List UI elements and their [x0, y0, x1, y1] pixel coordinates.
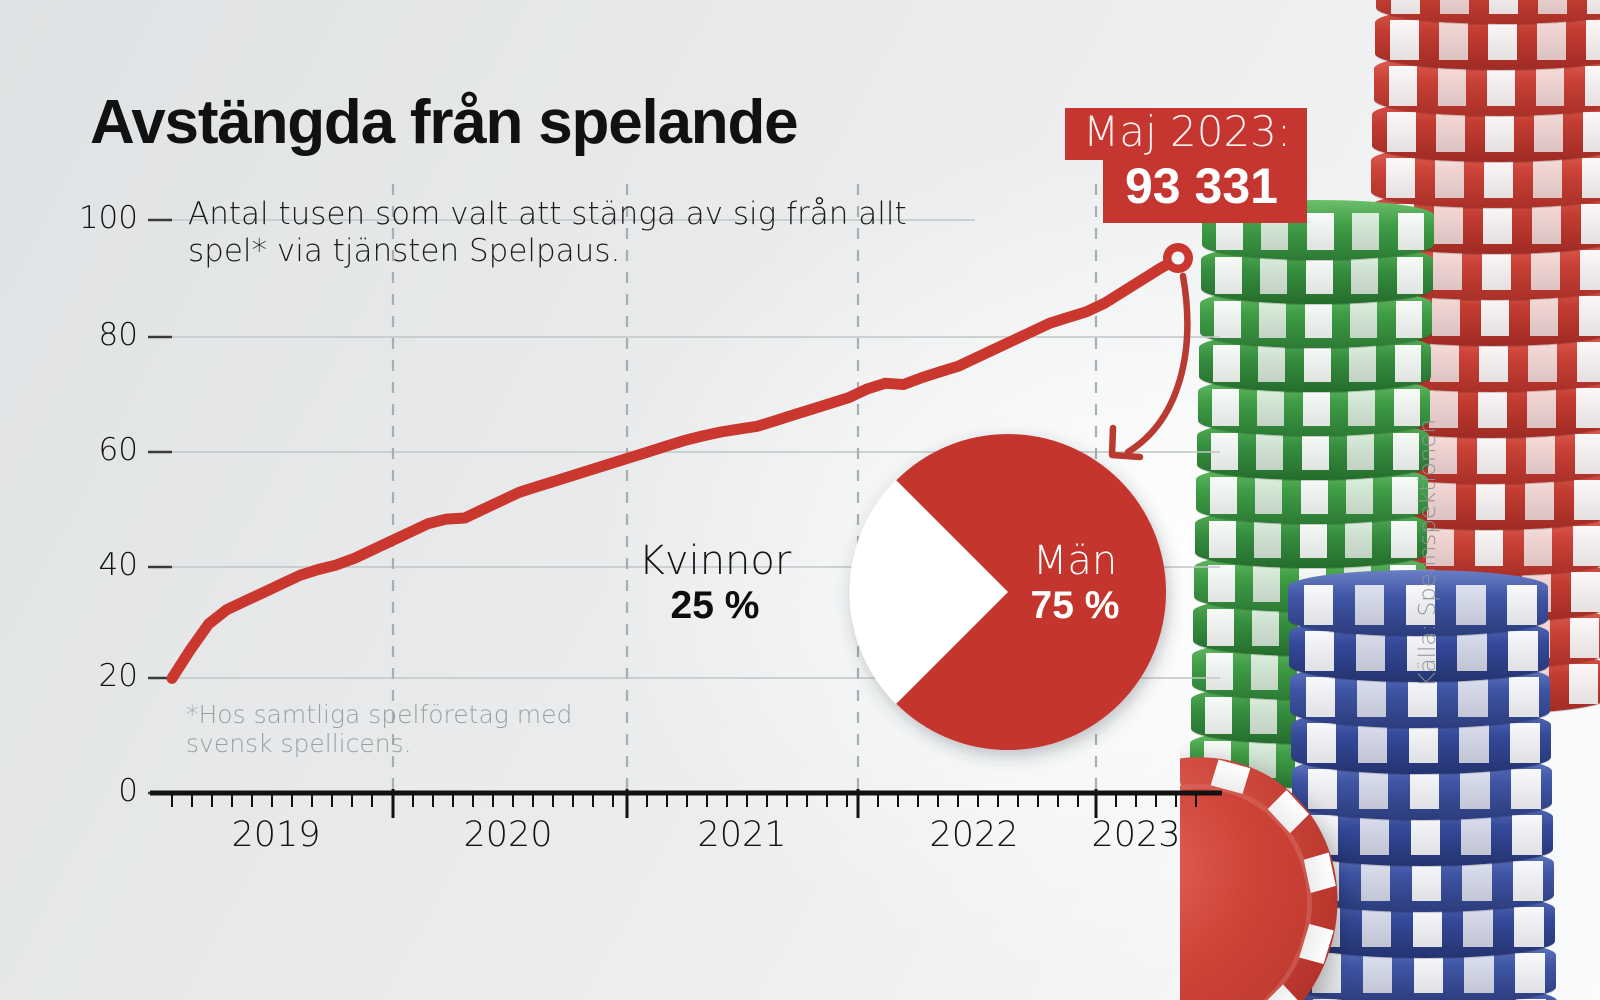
- pie-label-women-name: Kvinnor: [638, 538, 792, 584]
- y-axis-label-40: 40: [48, 547, 138, 583]
- x-axis-minor-ticks: [171, 793, 1197, 807]
- callout-box: Maj 2023: 93 331: [1065, 108, 1308, 223]
- source-credit: Källa: Spelinspektionen: [1415, 418, 1441, 688]
- x-tick-text: 2019: [231, 815, 321, 855]
- x-axis-label-2022: 2022: [894, 815, 1054, 855]
- x-axis-label-2021: 2021: [662, 815, 822, 855]
- y-axis-label-80: 80: [48, 317, 138, 353]
- y-axis-label-60: 60: [48, 432, 138, 468]
- x-axis-label-2019: 2019: [196, 815, 356, 855]
- pie-label-women: Kvinnor 25 %: [600, 540, 830, 631]
- pie-label-men-pct: 75 %: [1030, 584, 1120, 627]
- x-tick-text: 2022: [929, 815, 1019, 855]
- casino-chips-decoration: [1180, 0, 1600, 1000]
- chart-subtitle: Antal tusen som valt att stänga av sig f…: [188, 196, 907, 269]
- data-line-series: [166, 252, 1184, 684]
- x-axis-label-2023: 2023: [1056, 815, 1216, 855]
- endpoint-marker-hole: [1171, 251, 1185, 265]
- x-tick-text: 2020: [463, 815, 553, 855]
- y-tick-text: 60: [98, 432, 138, 468]
- x-tick-text: 2023: [1091, 815, 1181, 855]
- x-axis-major-ticks: [391, 789, 1098, 818]
- y-axis-label-0: 0: [48, 773, 138, 809]
- callout-label: Maj 2023:: [1065, 108, 1308, 161]
- y-tick-text: 40: [98, 547, 138, 583]
- pie-label-men-name: Män: [1032, 538, 1118, 584]
- y-tick-text: 0: [118, 773, 138, 809]
- chart-footnote: *Hos samtliga spelföretag med svensk spe…: [186, 700, 573, 758]
- x-axis-label-2020: 2020: [428, 815, 588, 855]
- x-tick-text: 2021: [697, 815, 787, 855]
- pie-slice-women: [849, 480, 1008, 704]
- callout-arrow: [1124, 272, 1191, 456]
- y-tick-text: 100: [78, 200, 138, 236]
- page-title: Avstängda från spelande: [90, 88, 799, 157]
- pie-label-women-pct: 25 %: [670, 584, 760, 627]
- y-axis-label-20: 20: [48, 658, 138, 694]
- y-tick-text: 80: [98, 317, 138, 353]
- gender-pie-chart: [849, 434, 1166, 750]
- callout-value: 93 331: [1103, 158, 1308, 223]
- pie-label-men: Män 75 %: [985, 540, 1165, 631]
- y-axis-ticks: [148, 218, 172, 795]
- y-tick-text: 20: [98, 658, 138, 694]
- y-axis-label-100: 100: [48, 200, 138, 236]
- callout-arrowhead: [1108, 424, 1144, 461]
